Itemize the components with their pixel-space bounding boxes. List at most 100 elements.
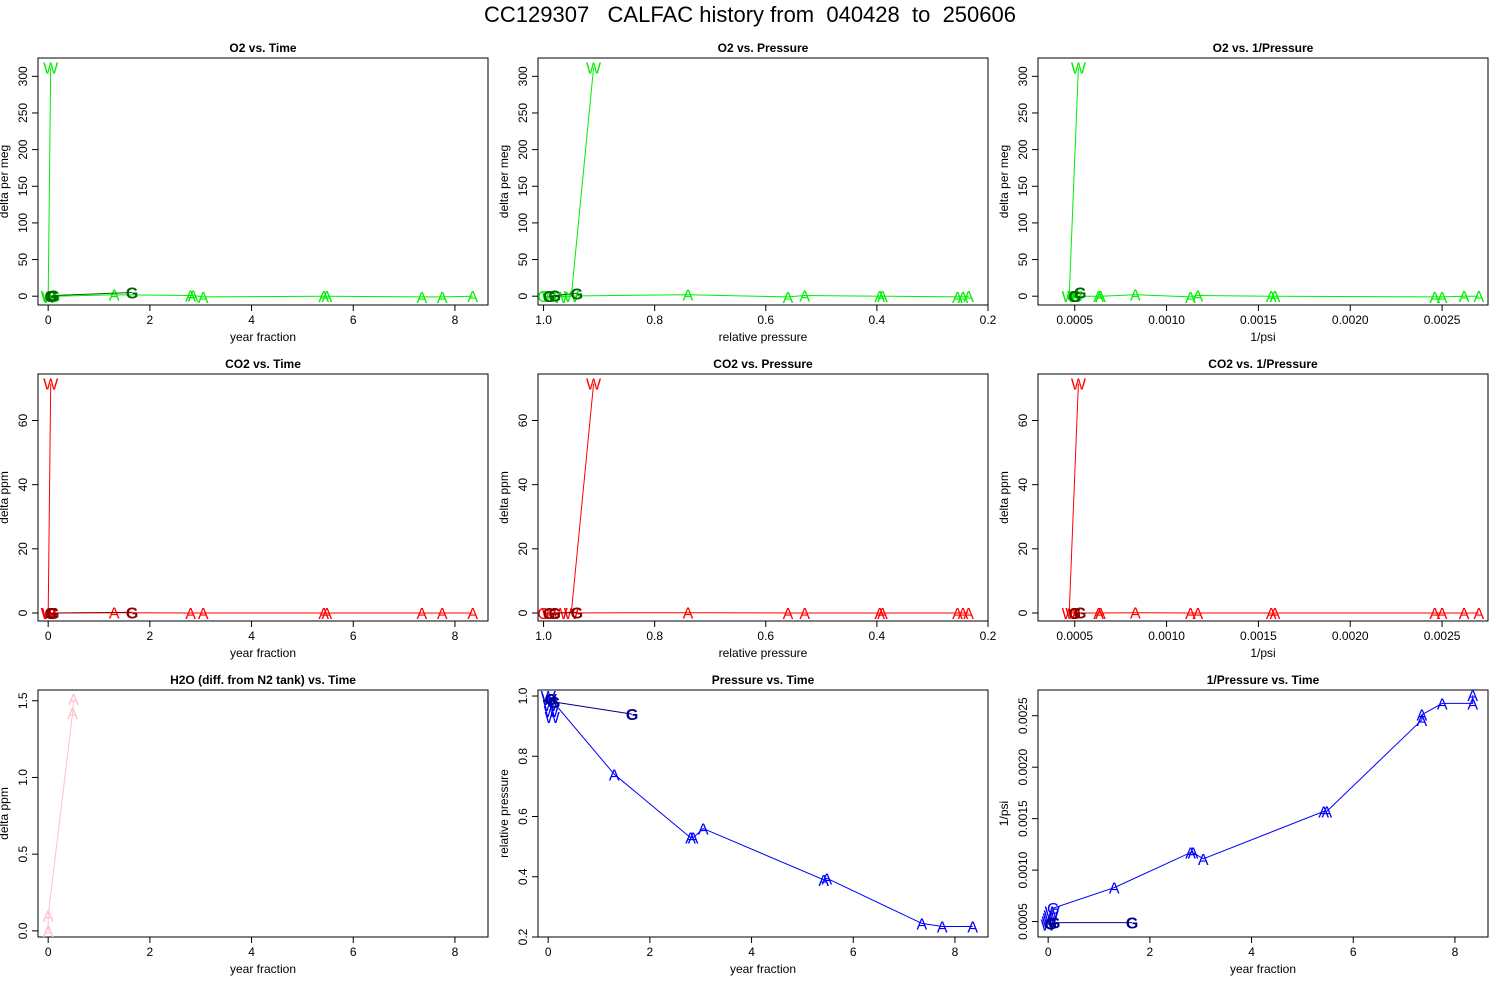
data-point-marker: A <box>1429 290 1440 307</box>
data-point-marker: G <box>44 289 56 306</box>
y-axis-label: relative pressure <box>497 769 511 858</box>
x-tick-label: 0.0020 <box>1332 629 1369 643</box>
y-tick-label: 100 <box>1016 213 1030 233</box>
plot-frame <box>1037 373 1489 622</box>
data-point-marker: A <box>1266 606 1277 623</box>
data-point-marker: G <box>126 286 138 303</box>
x-axis-label: 1/psi <box>1250 646 1275 660</box>
data-point-marker: G <box>626 707 638 724</box>
data-point-marker: A <box>437 606 448 623</box>
x-tick-label: 0 <box>545 945 552 959</box>
data-point-marker: A <box>1185 606 1196 623</box>
data-point-marker: W <box>544 704 560 721</box>
y-tick-label: 0.0010 <box>1016 851 1030 888</box>
y-axis-label: delta per meg <box>997 145 1011 218</box>
data-point-marker: G <box>537 289 549 306</box>
data-point-marker: G <box>537 606 549 623</box>
x-tick-label: 0.0005 <box>1056 629 1093 643</box>
data-point-marker: A <box>1192 288 1203 305</box>
data-point-marker: G <box>1047 901 1059 918</box>
plot-frame <box>537 57 989 306</box>
x-tick-label: 0 <box>45 945 52 959</box>
y-tick-label: 0.0025 <box>1016 697 1030 734</box>
data-point-marker: G <box>1069 606 1081 623</box>
data-point-marker: G <box>1069 606 1081 623</box>
data-point-marker: A <box>818 873 829 890</box>
y-tick-label: 50 <box>516 253 530 267</box>
data-point-marker: A <box>321 606 332 623</box>
y-tick-label: 0.0 <box>16 922 30 939</box>
x-tick-label: 8 <box>452 313 459 327</box>
y-tick-label: 300 <box>1016 66 1030 86</box>
data-point-marker: A <box>877 606 888 623</box>
data-point-marker: A <box>1130 288 1141 305</box>
data-point-marker: A <box>417 606 428 623</box>
data-point-marker: A <box>1417 713 1428 730</box>
y-tick-label: 0.0005 <box>1016 903 1030 940</box>
chart-title: O2 vs. Time <box>229 41 296 55</box>
data-point-marker: A <box>1270 606 1281 623</box>
data-point-marker: A <box>1130 606 1141 623</box>
data-point-marker: G <box>46 289 58 306</box>
data-point-marker: A <box>1095 606 1106 623</box>
data-point-marker: A <box>1093 606 1104 623</box>
data-point-marker: A <box>467 606 478 623</box>
data-point-marker: G <box>571 286 583 303</box>
data-point-marker: A <box>688 831 699 848</box>
data-point-marker: A <box>874 289 885 306</box>
data-point-marker: W <box>542 606 558 623</box>
x-tick-label: 0.0015 <box>1240 313 1277 327</box>
plot-frame <box>37 689 489 938</box>
y-tick-label: 100 <box>516 213 530 233</box>
data-point-marker: G <box>126 605 138 622</box>
data-point-marker: A <box>185 606 196 623</box>
data-point-marker: A <box>1467 688 1478 705</box>
data-point-marker: W <box>1071 61 1087 78</box>
x-tick-label: 1.0 <box>535 313 552 327</box>
y-tick-label: 250 <box>16 103 30 123</box>
data-point-marker: G <box>1074 605 1086 622</box>
y-tick-label: 50 <box>16 253 30 267</box>
data-point-marker: A <box>1093 289 1104 306</box>
x-tick-label: 6 <box>850 945 857 959</box>
data-point-marker: W <box>1044 908 1060 925</box>
y-tick-label: 0.6 <box>516 808 530 825</box>
data-point-marker: G <box>548 606 560 623</box>
data-point-marker: G <box>1044 917 1056 934</box>
data-point-marker: A <box>1473 289 1484 306</box>
y-tick-label: 0.8 <box>516 748 530 765</box>
data-point-marker: A <box>1467 696 1478 713</box>
y-tick-label: 0 <box>16 609 30 616</box>
x-tick-label: 0 <box>45 629 52 643</box>
plot-frame <box>37 373 489 622</box>
data-point-marker: A <box>318 289 329 306</box>
chart-title: O2 vs. Pressure <box>718 41 809 55</box>
x-tick-label: 0.8 <box>646 629 663 643</box>
data-point-marker: A <box>1459 289 1470 306</box>
data-point-marker: A <box>43 909 54 926</box>
data-point-marker: A <box>967 919 978 936</box>
x-tick-label: 0.6 <box>757 629 774 643</box>
data-point-marker: G <box>547 695 559 712</box>
x-axis-label: year fraction <box>1230 962 1296 976</box>
chart-panel: CO2 vs. Time 0 2 4 6 8 0 20 40 60 year fraction del… <box>0 357 489 660</box>
x-tick-label: 2 <box>147 629 154 643</box>
x-tick-label: 0.4 <box>869 313 886 327</box>
x-tick-label: 2 <box>147 945 154 959</box>
plot-frame <box>37 57 489 306</box>
chart-panel: CO2 vs. 1/Pressure 0.0005 0.0010 0.0015 0.00… <box>997 357 1489 660</box>
x-tick-label: 6 <box>350 313 357 327</box>
series-line <box>1050 922 1133 925</box>
y-tick-label: 200 <box>516 139 530 159</box>
plot-frame <box>1037 689 1489 938</box>
data-point-marker: G <box>543 289 555 306</box>
data-point-marker: W <box>545 710 561 727</box>
x-tick-label: 8 <box>1452 945 1459 959</box>
y-axis-label: delta ppm <box>997 471 1011 524</box>
data-point-marker: G <box>571 605 583 622</box>
data-point-marker: G <box>48 289 60 306</box>
data-point-marker: W <box>1041 918 1057 935</box>
x-axis-label: relative pressure <box>719 646 808 660</box>
series-line <box>543 383 969 614</box>
data-point-marker: A <box>1188 846 1199 863</box>
